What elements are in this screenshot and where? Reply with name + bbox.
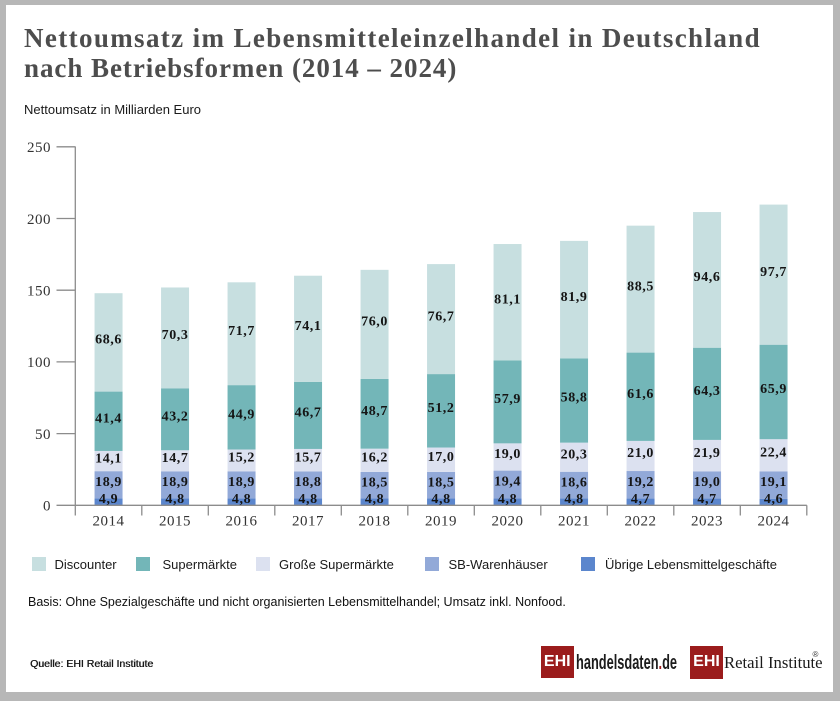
svg-text:4,9: 4,9 — [99, 492, 118, 507]
svg-text:2021: 2021 — [558, 514, 590, 530]
svg-text:74,1: 74,1 — [295, 319, 322, 334]
svg-text:43,2: 43,2 — [162, 409, 189, 424]
svg-text:18,9: 18,9 — [162, 475, 189, 490]
svg-text:18,8: 18,8 — [295, 475, 322, 490]
svg-text:0: 0 — [43, 499, 51, 515]
svg-text:88,5: 88,5 — [627, 279, 654, 294]
svg-text:250: 250 — [27, 140, 51, 156]
svg-text:4,6: 4,6 — [764, 492, 783, 507]
svg-text:2014: 2014 — [93, 514, 125, 530]
svg-text:71,7: 71,7 — [228, 324, 255, 339]
svg-text:97,7: 97,7 — [760, 265, 787, 280]
svg-text:15,7: 15,7 — [295, 450, 322, 465]
svg-text:150: 150 — [27, 284, 51, 300]
svg-text:94,6: 94,6 — [694, 270, 721, 285]
svg-text:21,0: 21,0 — [627, 446, 654, 461]
svg-text:14,7: 14,7 — [162, 451, 189, 466]
svg-text:2017: 2017 — [292, 514, 324, 530]
svg-text:70,3: 70,3 — [162, 328, 189, 343]
svg-text:17,0: 17,0 — [428, 450, 455, 465]
svg-text:14,1: 14,1 — [95, 451, 122, 466]
svg-text:64,3: 64,3 — [694, 384, 721, 399]
svg-text:46,7: 46,7 — [295, 406, 322, 421]
svg-text:19,2: 19,2 — [627, 475, 654, 490]
svg-text:2018: 2018 — [359, 514, 391, 530]
svg-text:18,9: 18,9 — [95, 475, 122, 490]
svg-text:19,1: 19,1 — [760, 475, 787, 490]
svg-text:2015: 2015 — [159, 514, 191, 530]
svg-text:2019: 2019 — [425, 514, 457, 530]
svg-text:19,0: 19,0 — [694, 475, 721, 490]
svg-text:15,2: 15,2 — [228, 451, 255, 466]
svg-text:4,7: 4,7 — [631, 492, 650, 507]
svg-text:2022: 2022 — [625, 514, 657, 530]
svg-text:4,8: 4,8 — [498, 492, 517, 507]
svg-text:81,9: 81,9 — [561, 290, 588, 305]
svg-text:65,9: 65,9 — [760, 382, 787, 397]
svg-text:4,8: 4,8 — [564, 492, 583, 507]
svg-text:16,2: 16,2 — [361, 450, 388, 465]
svg-text:4,8: 4,8 — [232, 492, 251, 507]
svg-text:19,0: 19,0 — [494, 447, 521, 462]
svg-text:20,3: 20,3 — [561, 447, 588, 462]
svg-text:76,7: 76,7 — [428, 309, 455, 324]
svg-text:4,8: 4,8 — [298, 492, 317, 507]
svg-text:51,2: 51,2 — [428, 401, 455, 416]
svg-text:2024: 2024 — [758, 514, 790, 530]
svg-text:2023: 2023 — [691, 514, 723, 530]
svg-text:4,7: 4,7 — [697, 492, 716, 507]
svg-text:57,9: 57,9 — [494, 392, 521, 407]
svg-text:50: 50 — [35, 427, 51, 443]
svg-text:21,9: 21,9 — [694, 446, 721, 461]
svg-text:81,1: 81,1 — [494, 292, 521, 307]
svg-text:61,6: 61,6 — [627, 387, 654, 402]
svg-text:44,9: 44,9 — [228, 408, 255, 423]
svg-text:22,4: 22,4 — [760, 445, 787, 460]
svg-text:58,8: 58,8 — [561, 391, 588, 406]
svg-text:200: 200 — [27, 212, 51, 228]
svg-text:18,9: 18,9 — [228, 475, 255, 490]
svg-text:4,8: 4,8 — [431, 492, 450, 507]
svg-text:76,0: 76,0 — [361, 315, 388, 330]
svg-text:19,4: 19,4 — [494, 475, 521, 490]
svg-text:100: 100 — [27, 355, 51, 371]
svg-text:4,8: 4,8 — [165, 492, 184, 507]
svg-text:2020: 2020 — [492, 514, 524, 530]
svg-text:4,8: 4,8 — [365, 492, 384, 507]
svg-text:18,5: 18,5 — [428, 475, 455, 490]
svg-text:18,5: 18,5 — [361, 475, 388, 490]
svg-text:68,6: 68,6 — [95, 333, 122, 348]
svg-text:2016: 2016 — [226, 514, 258, 530]
svg-text:18,6: 18,6 — [561, 475, 588, 490]
svg-text:48,7: 48,7 — [361, 404, 388, 419]
svg-text:41,4: 41,4 — [95, 411, 122, 426]
